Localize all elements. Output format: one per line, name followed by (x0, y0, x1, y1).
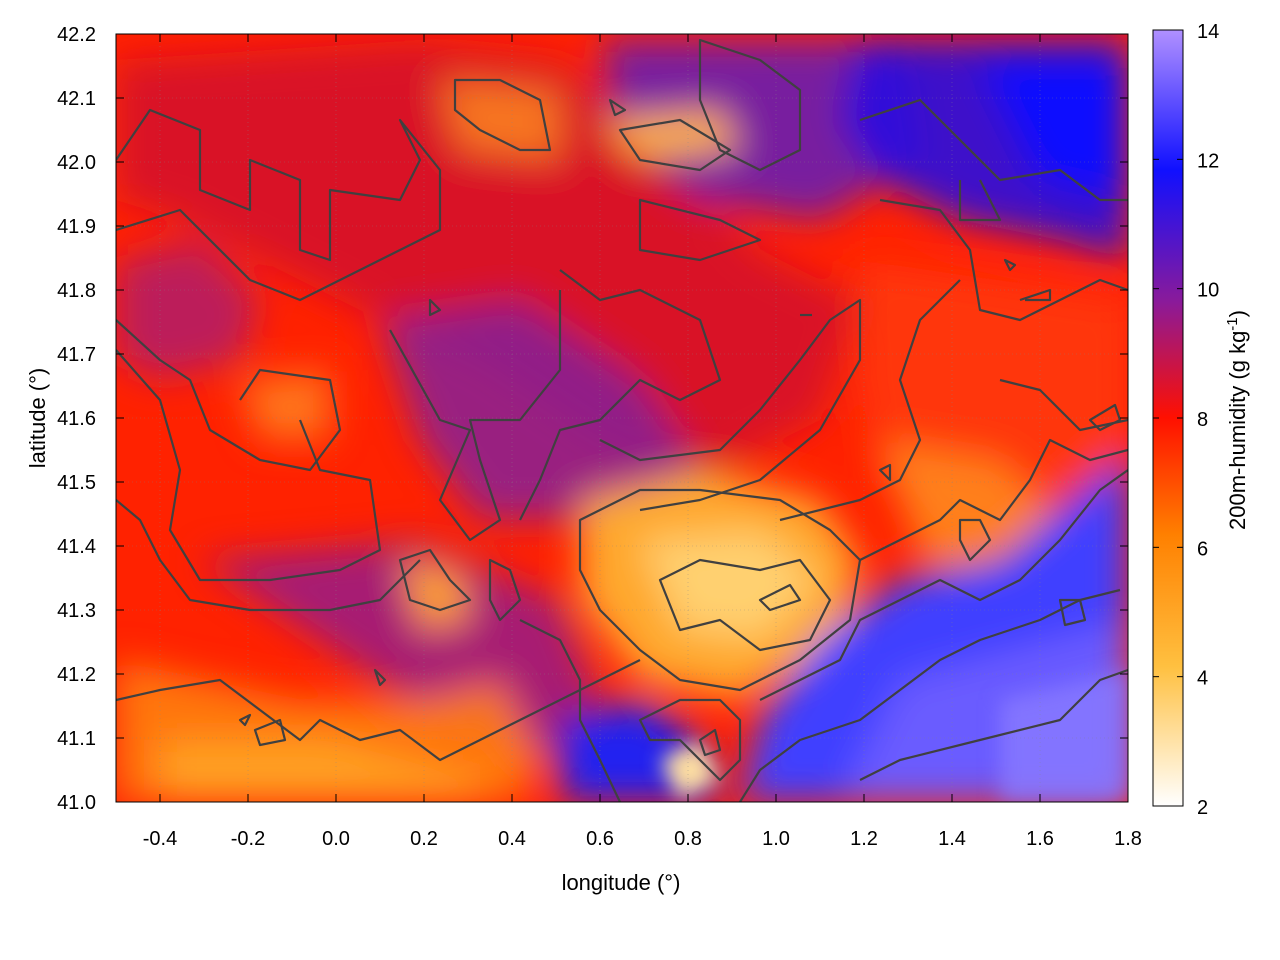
y-tick-label: 41.1 (57, 728, 96, 750)
y-tick-label: 41.9 (57, 216, 96, 238)
x-tick-label: 1.0 (762, 828, 790, 850)
x-tick-label: 0.0 (322, 828, 350, 850)
x-tick-label: 0.2 (410, 828, 438, 850)
y-tick-label: 41.7 (57, 344, 96, 366)
x-tick-label: 1.2 (850, 828, 878, 850)
x-tick-label: -0.2 (231, 828, 265, 850)
y-axis: 41.0 41.1 41.2 41.3 41.4 41.5 41.6 41.7 41.8 41.9… (57, 24, 1128, 814)
colorbar-ticks: 2 4 6 8 10 12 14 (1153, 21, 1219, 819)
colorbar-tick-label: 4 (1197, 668, 1208, 690)
x-tick-label: 1.8 (1114, 828, 1142, 850)
x-axis: -0.4 -0.2 0.0 0.2 0.4 0.6 0.8 1.0 1.2 1.4 1.6 1.8 (143, 34, 1142, 850)
y-tick-label: 41.3 (57, 600, 96, 622)
x-tick-label: 0.8 (674, 828, 702, 850)
colorbar: 2 4 6 8 10 12 14 200m-humidity (g kg-1) (1152, 21, 1251, 819)
y-tick-label: 41.6 (57, 408, 96, 430)
y-tick-label: 41.2 (57, 664, 96, 686)
colorbar-label: 200m-humidity (g kg-1) (1224, 310, 1251, 530)
colorbar-tick-label: 10 (1197, 280, 1219, 302)
colorbar-label-sup: -1 (1224, 317, 1241, 330)
colorbar-tick-label: 8 (1197, 409, 1208, 431)
colorbar-tick-label: 12 (1197, 150, 1219, 172)
x-tick-label: 1.6 (1026, 828, 1054, 850)
x-tick-label: 0.6 (586, 828, 614, 850)
y-tick-label: 41.0 (57, 792, 96, 814)
x-tick-label: 1.4 (938, 828, 966, 850)
humidity-heatmap (116, 34, 1128, 802)
x-tick-label: -0.4 (143, 828, 177, 850)
y-tick-label: 42.0 (57, 152, 96, 174)
colorbar-tick-label: 6 (1197, 538, 1208, 560)
x-axis-label: longitude (°) (562, 870, 681, 895)
colorbar-tick-label: 14 (1197, 21, 1219, 43)
y-tick-label: 42.2 (57, 24, 96, 46)
contour-lines (116, 38, 1128, 802)
colorbar-tick-label: 2 (1197, 797, 1208, 819)
y-tick-label: 41.4 (57, 536, 96, 558)
y-tick-label: 41.5 (57, 472, 96, 494)
y-axis-label: latitude (°) (25, 368, 50, 469)
y-tick-label: 41.8 (57, 280, 96, 302)
colorbar-label-close: ) (1225, 310, 1250, 317)
colorbar-label-main: 200m-humidity (g kg (1225, 331, 1250, 530)
y-tick-label: 42.1 (57, 88, 96, 110)
x-tick-label: 0.4 (498, 828, 526, 850)
